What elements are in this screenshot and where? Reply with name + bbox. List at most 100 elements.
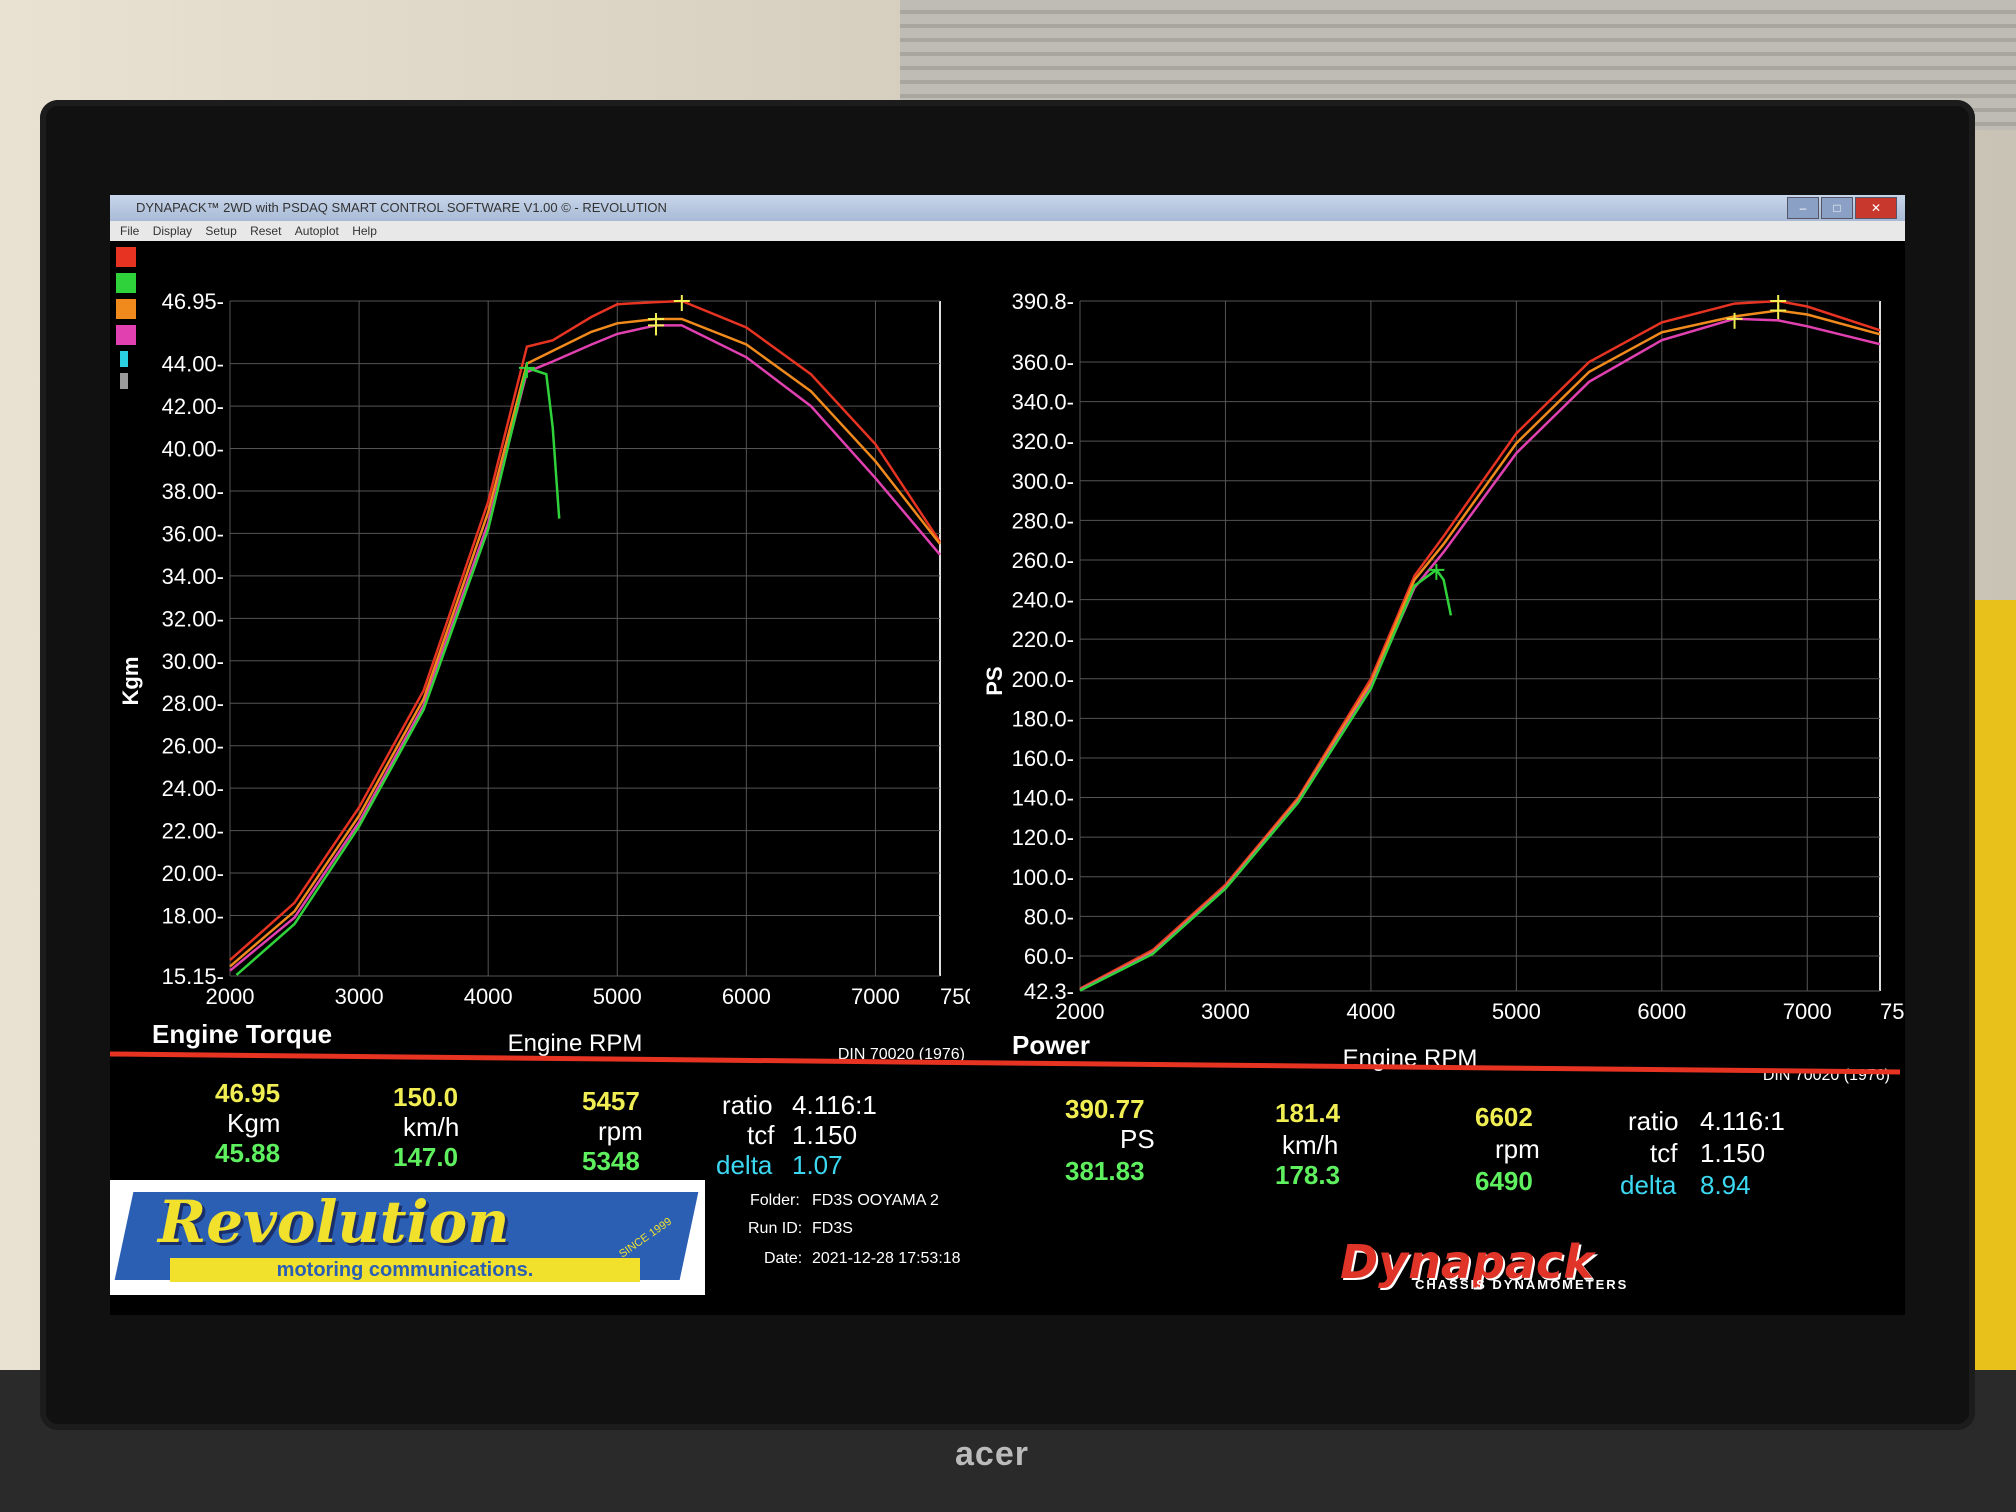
power-ratio-label: ratio	[1628, 1106, 1679, 1136]
chart-1-grid	[1079, 300, 1881, 992]
folder-value: FD3S OOYAMA 2	[812, 1192, 939, 1209]
chart-1-y-tick-label: 220.0-	[1012, 627, 1074, 652]
chart-1-series-line	[1079, 317, 1881, 992]
menu-bar: File Display Setup Reset Autoplot Help	[110, 221, 1905, 241]
chart-0-x-tick-label: 7500	[940, 984, 970, 1009]
torque-rpm-unit: rpm	[598, 1116, 643, 1146]
dynapack-logo: Dynapack	[1340, 1235, 1594, 1289]
results-panel: 46.95 Kgm 45.88 150.0 km/h 147.0 5457 rp…	[110, 1070, 1905, 1315]
chart-1-y-tick-label: 180.0-	[1012, 706, 1074, 731]
power-rpm-unit: rpm	[1495, 1134, 1540, 1164]
chart-0-y-tick-label: 42.00-	[162, 394, 224, 419]
runid-label: Run ID:	[748, 1220, 803, 1237]
chart-1-y-tick-label: 160.0-	[1012, 746, 1074, 771]
chart-0-y-tick-label: 34.00-	[162, 564, 224, 589]
menu-display[interactable]: Display	[152, 224, 193, 238]
menu-setup[interactable]: Setup	[205, 224, 237, 238]
chart-1-x-tick-label: 3000	[1201, 999, 1250, 1024]
chart-0-y-tick-label: 24.00-	[162, 776, 224, 801]
date-value: 2021-12-28 17:53:18	[812, 1250, 961, 1267]
menu-autoplot[interactable]: Autoplot	[294, 224, 339, 238]
torque-speed-value2: 147.0	[393, 1142, 459, 1172]
power-tcf-label: tcf	[1650, 1138, 1678, 1168]
chart-0-series-line	[235, 366, 561, 976]
chart-1-y-tick-label: 390.8-	[1012, 289, 1074, 314]
chart-1-y-tick-label: 120.0-	[1012, 825, 1074, 850]
power-tcf-value: 1.150	[1700, 1138, 1766, 1168]
chart-1-y-tick-label: 340.0-	[1012, 390, 1074, 415]
power-value2: 381.83	[1065, 1156, 1145, 1186]
power-ratio-value: 4.116:1	[1700, 1106, 1785, 1136]
chart-1-y-tick-label: 200.0-	[1012, 667, 1074, 692]
chart-0-x-tick-label: 6000	[722, 984, 771, 1009]
chart-0-series-line	[229, 317, 941, 968]
run-legend	[116, 247, 138, 395]
chart-1-y-tick-label: 42.3-	[1024, 979, 1074, 1004]
legend-swatch-pink[interactable]	[116, 325, 136, 345]
window-controls: – □ ✕	[1787, 197, 1897, 219]
torque-rpm-max: 5457	[582, 1086, 640, 1116]
runid-value: FD3S	[812, 1220, 853, 1237]
menu-help[interactable]: Help	[352, 224, 377, 238]
window-titlebar: DYNAPACK™ 2WD with PSDAQ SMART CONTROL S…	[110, 195, 1905, 221]
minimize-button[interactable]: –	[1787, 197, 1819, 219]
close-button[interactable]: ✕	[1855, 197, 1897, 219]
torque-unit: Kgm	[227, 1108, 281, 1138]
chart-0-y-tick-label: 18.00-	[162, 904, 224, 929]
chart-1-y-tick-label: 140.0-	[1012, 786, 1074, 811]
chart-0-y-tick-label: 36.00-	[162, 521, 224, 546]
chart-0-x-tick-label: 3000	[335, 984, 384, 1009]
chart-1-x-tick-label: 7500	[1880, 999, 1905, 1024]
chart-0-grid	[229, 300, 941, 977]
revolution-logo-subtitle: motoring communications.	[170, 1258, 640, 1282]
chart-0-x-tick-label: 4000	[464, 984, 513, 1009]
torque-delta-value: 1.07	[792, 1150, 843, 1180]
torque-delta-label: delta	[716, 1150, 773, 1180]
menu-file[interactable]: File	[120, 224, 140, 238]
torque-xlabel: Engine RPM	[508, 1030, 643, 1057]
power-rpm-value2: 6490	[1475, 1166, 1533, 1196]
chart-1-x-tick-label: 4000	[1346, 999, 1395, 1024]
torque-rpm-value2: 5348	[582, 1146, 640, 1176]
torque-ylabel: Kgm	[118, 657, 143, 706]
legend-swatch-green[interactable]	[116, 273, 136, 293]
chart-1-x-tick-label: 7000	[1783, 999, 1832, 1024]
chart-0-y-tick-label: 15.15-	[162, 964, 224, 989]
chart-0-series-line	[229, 324, 941, 972]
results-divider-line	[110, 1051, 1901, 1075]
legend-swatch-cyan[interactable]	[120, 351, 128, 367]
chart-1-y-tick-label: 300.0-	[1012, 469, 1074, 494]
chart-1-x-tick-label: 2000	[1056, 999, 1105, 1024]
power-ylabel: PS	[982, 666, 1007, 695]
menu-reset[interactable]: Reset	[250, 224, 282, 238]
chart-1-y-tick-label: 260.0-	[1012, 548, 1074, 573]
power-speed-unit: km/h	[1282, 1130, 1339, 1160]
torque-title: Engine Torque	[152, 1019, 332, 1049]
chart-1-y-tick-label: 60.0-	[1024, 944, 1074, 969]
screen: DYNAPACK™ 2WD with PSDAQ SMART CONTROL S…	[110, 195, 1905, 1315]
legend-swatch-red[interactable]	[116, 247, 136, 267]
chart-0-y-tick-label: 40.00-	[162, 437, 224, 462]
chart-1-series-line	[1079, 568, 1453, 992]
folder-label: Folder:	[750, 1192, 800, 1209]
torque-chart: Kgm Engine Torque Engine RPM DIN 70020 (…	[118, 289, 970, 1063]
torque-speed-max: 150.0	[393, 1082, 459, 1112]
torque-value2: 45.88	[215, 1138, 281, 1168]
chart-1-y-tick-label: 360.0-	[1012, 350, 1074, 375]
chart-0-y-tick-label: 30.00-	[162, 649, 224, 674]
chart-1-y-tick-label: 240.0-	[1012, 588, 1074, 613]
maximize-button[interactable]: □	[1821, 197, 1853, 219]
chart-0-y-tick-label: 20.00-	[162, 861, 224, 886]
torque-tcf-value: 1.150	[792, 1120, 858, 1150]
results-divider	[110, 1051, 1901, 1075]
torque-speed-unit: km/h	[403, 1112, 460, 1142]
chart-0-y-tick-label: 28.00-	[162, 691, 224, 716]
monitor-brand-label: acer	[955, 1435, 1029, 1473]
chart-1-y-tick-label: 320.0-	[1012, 429, 1074, 454]
legend-swatch-gray[interactable]	[120, 373, 128, 389]
power-chart: PS Power Engine RPM DIN 70020 (1976) 200…	[982, 289, 1905, 1084]
legend-swatch-orange[interactable]	[116, 299, 136, 319]
chart-1-series-line	[1079, 309, 1881, 991]
chart-0-y-tick-label: 22.00-	[162, 819, 224, 844]
chart-0-y-tick-label: 26.00-	[162, 734, 224, 759]
